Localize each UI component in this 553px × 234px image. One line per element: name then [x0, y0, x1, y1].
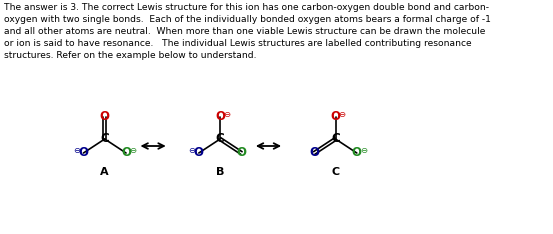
Text: C: C	[100, 132, 109, 146]
Text: O: O	[309, 146, 319, 160]
Text: ⊖: ⊖	[189, 146, 196, 155]
Text: O: O	[194, 146, 204, 160]
Text: O: O	[237, 146, 247, 160]
Text: A: A	[101, 167, 109, 177]
Text: ⊖: ⊖	[223, 110, 231, 119]
Text: The answer is 3. The correct Lewis structure for this ion has one carbon-oxygen : The answer is 3. The correct Lewis struc…	[4, 3, 491, 60]
Text: O: O	[121, 146, 131, 160]
Text: C: C	[331, 167, 340, 177]
Text: O: O	[215, 110, 225, 124]
Text: ⊖: ⊖	[73, 146, 80, 155]
Text: ⊖: ⊖	[360, 146, 367, 155]
Text: B: B	[216, 167, 225, 177]
Text: C: C	[331, 132, 340, 146]
Text: O: O	[352, 146, 362, 160]
Text: ⊖: ⊖	[338, 110, 346, 119]
Text: C: C	[216, 132, 225, 146]
Text: O: O	[100, 110, 109, 124]
Text: O: O	[79, 146, 88, 160]
Text: ⊖: ⊖	[129, 146, 137, 155]
Text: O: O	[331, 110, 341, 124]
